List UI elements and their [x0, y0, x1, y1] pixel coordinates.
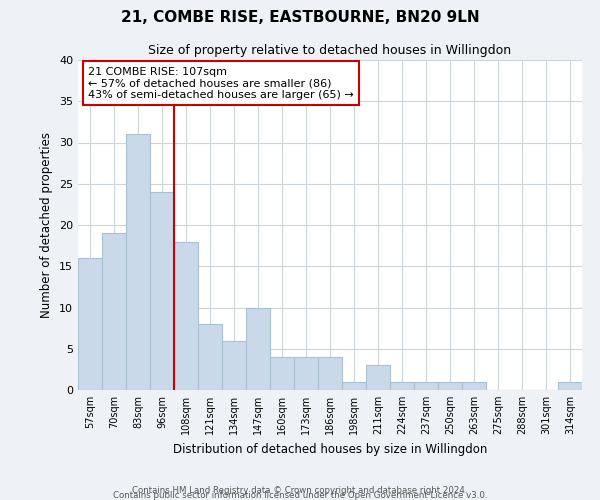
Bar: [558, 382, 582, 390]
Bar: [198, 324, 222, 390]
Bar: [294, 357, 318, 390]
Bar: [438, 382, 462, 390]
Bar: [414, 382, 438, 390]
Bar: [246, 308, 270, 390]
Bar: [102, 233, 126, 390]
Bar: [318, 357, 342, 390]
Bar: [174, 242, 198, 390]
Bar: [390, 382, 414, 390]
Bar: [222, 340, 246, 390]
Text: 21 COMBE RISE: 107sqm
← 57% of detached houses are smaller (86)
43% of semi-deta: 21 COMBE RISE: 107sqm ← 57% of detached …: [88, 66, 354, 100]
Bar: [126, 134, 150, 390]
Bar: [342, 382, 366, 390]
Bar: [78, 258, 102, 390]
Bar: [366, 365, 390, 390]
Bar: [462, 382, 486, 390]
X-axis label: Distribution of detached houses by size in Willingdon: Distribution of detached houses by size …: [173, 442, 487, 456]
Title: Size of property relative to detached houses in Willingdon: Size of property relative to detached ho…: [148, 44, 512, 58]
Text: Contains HM Land Registry data © Crown copyright and database right 2024.: Contains HM Land Registry data © Crown c…: [132, 486, 468, 495]
Text: 21, COMBE RISE, EASTBOURNE, BN20 9LN: 21, COMBE RISE, EASTBOURNE, BN20 9LN: [121, 10, 479, 25]
Bar: [270, 357, 294, 390]
Bar: [150, 192, 174, 390]
Text: Contains public sector information licensed under the Open Government Licence v3: Contains public sector information licen…: [113, 491, 487, 500]
Y-axis label: Number of detached properties: Number of detached properties: [40, 132, 53, 318]
